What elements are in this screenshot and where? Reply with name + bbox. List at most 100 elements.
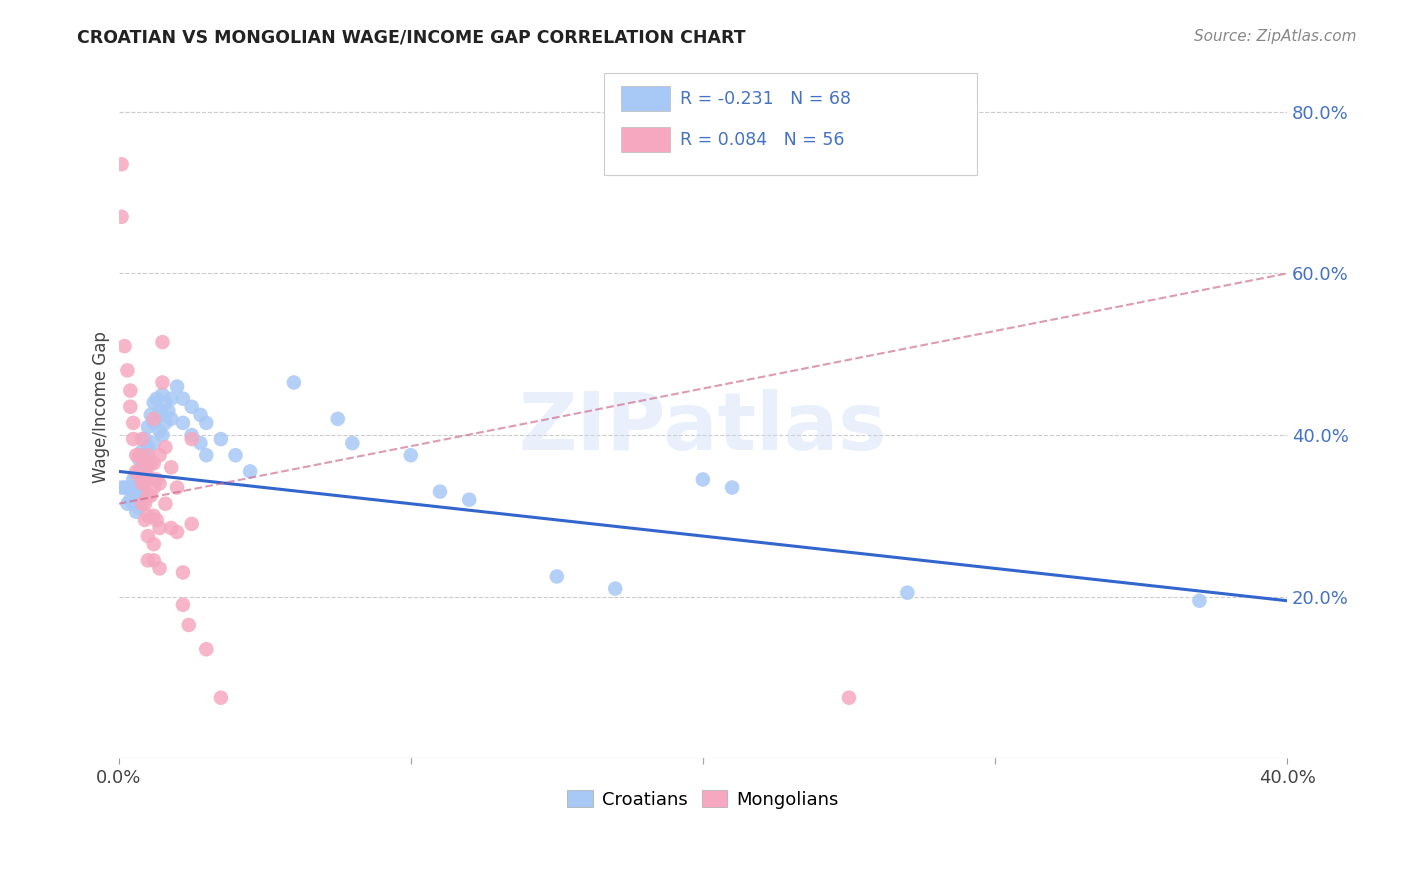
Point bbox=[152, 408, 174, 422]
Point bbox=[136, 529, 159, 543]
Point bbox=[131, 460, 153, 475]
Point bbox=[139, 489, 162, 503]
Point bbox=[172, 598, 194, 612]
Point bbox=[180, 400, 202, 414]
Point bbox=[148, 521, 170, 535]
Point bbox=[195, 448, 218, 462]
Point bbox=[128, 464, 150, 478]
Point bbox=[122, 497, 145, 511]
Point bbox=[896, 585, 918, 599]
Point bbox=[148, 448, 170, 462]
Point bbox=[546, 569, 568, 583]
Point bbox=[110, 157, 132, 171]
Point bbox=[134, 476, 156, 491]
Point bbox=[134, 513, 156, 527]
Point bbox=[120, 481, 142, 495]
Point bbox=[142, 553, 165, 567]
Point bbox=[177, 618, 200, 632]
Point bbox=[195, 416, 218, 430]
Point bbox=[136, 420, 159, 434]
Point bbox=[721, 481, 744, 495]
Point bbox=[166, 481, 188, 495]
Point bbox=[283, 376, 305, 390]
Point bbox=[122, 473, 145, 487]
Point bbox=[139, 408, 162, 422]
Point bbox=[180, 432, 202, 446]
Point bbox=[110, 210, 132, 224]
Point bbox=[190, 436, 212, 450]
Point bbox=[148, 561, 170, 575]
Point bbox=[131, 484, 153, 499]
Point bbox=[120, 492, 142, 507]
Point bbox=[157, 404, 180, 418]
Point bbox=[142, 395, 165, 409]
Point bbox=[134, 460, 156, 475]
Point bbox=[148, 404, 170, 418]
Point bbox=[136, 468, 159, 483]
Text: CROATIAN VS MONGOLIAN WAGE/INCOME GAP CORRELATION CHART: CROATIAN VS MONGOLIAN WAGE/INCOME GAP CO… bbox=[77, 29, 747, 46]
Point bbox=[142, 416, 165, 430]
Point bbox=[142, 456, 165, 470]
Point bbox=[131, 452, 153, 467]
Point bbox=[605, 582, 627, 596]
Point bbox=[1188, 593, 1211, 607]
Point bbox=[225, 448, 247, 462]
Point bbox=[125, 448, 148, 462]
Point bbox=[125, 505, 148, 519]
Point bbox=[128, 452, 150, 467]
Point bbox=[142, 436, 165, 450]
Point bbox=[160, 412, 183, 426]
Point bbox=[326, 412, 349, 426]
Point bbox=[209, 690, 232, 705]
Point bbox=[692, 473, 714, 487]
Point bbox=[172, 392, 194, 406]
Point bbox=[195, 642, 218, 657]
Point bbox=[429, 484, 451, 499]
Point bbox=[155, 497, 177, 511]
Point bbox=[160, 460, 183, 475]
Point bbox=[131, 473, 153, 487]
Point bbox=[117, 363, 139, 377]
Point bbox=[131, 497, 153, 511]
Point bbox=[166, 524, 188, 539]
Point bbox=[136, 553, 159, 567]
Point bbox=[128, 489, 150, 503]
Point bbox=[139, 456, 162, 470]
Point bbox=[125, 481, 148, 495]
Point bbox=[134, 497, 156, 511]
Point bbox=[145, 513, 167, 527]
Point bbox=[148, 424, 170, 438]
Point bbox=[838, 690, 860, 705]
Point bbox=[136, 489, 159, 503]
Point bbox=[145, 392, 167, 406]
Point bbox=[172, 416, 194, 430]
Y-axis label: Wage/Income Gap: Wage/Income Gap bbox=[93, 331, 110, 483]
Point bbox=[131, 476, 153, 491]
Point bbox=[122, 416, 145, 430]
Point bbox=[145, 473, 167, 487]
Legend: Croatians, Mongolians: Croatians, Mongolians bbox=[560, 783, 845, 816]
Point bbox=[125, 492, 148, 507]
Point bbox=[152, 428, 174, 442]
Point bbox=[160, 392, 183, 406]
Point bbox=[142, 412, 165, 426]
Text: R = -0.231   N = 68: R = -0.231 N = 68 bbox=[679, 90, 851, 108]
Point bbox=[131, 444, 153, 458]
Point bbox=[125, 468, 148, 483]
Point bbox=[142, 508, 165, 523]
Point bbox=[190, 408, 212, 422]
Point bbox=[136, 448, 159, 462]
Point bbox=[117, 497, 139, 511]
Point bbox=[155, 440, 177, 454]
Point bbox=[180, 428, 202, 442]
Point bbox=[125, 464, 148, 478]
Point bbox=[160, 521, 183, 535]
Point bbox=[142, 537, 165, 551]
Text: Source: ZipAtlas.com: Source: ZipAtlas.com bbox=[1194, 29, 1357, 44]
Point bbox=[122, 432, 145, 446]
Point bbox=[399, 448, 422, 462]
FancyBboxPatch shape bbox=[603, 73, 977, 175]
Point bbox=[180, 516, 202, 531]
Point bbox=[209, 432, 232, 446]
Point bbox=[152, 376, 174, 390]
